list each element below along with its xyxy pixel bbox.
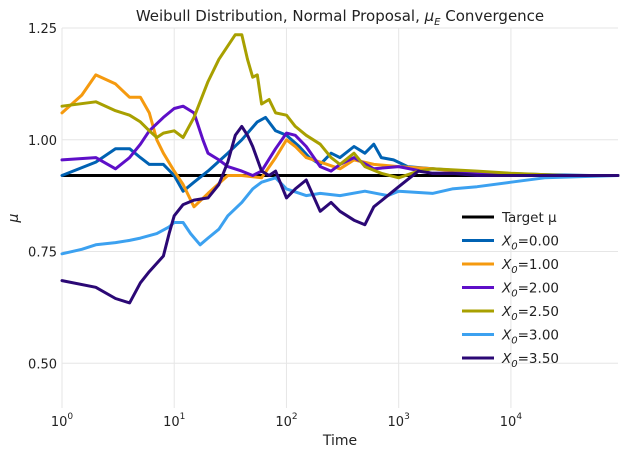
- y-axis-label: μ: [6, 213, 22, 223]
- y-tick-label: 0.75: [28, 246, 57, 261]
- legend-value: =2.00: [518, 281, 559, 297]
- x-tick-base: 10: [275, 415, 292, 430]
- legend-subscript: 0: [511, 265, 517, 276]
- x-axis-ticks: 100 101 102 103 104: [51, 412, 522, 430]
- series-line: [60, 73, 620, 209]
- x-tick-base: 10: [163, 415, 180, 430]
- x-tick-label: 103: [388, 412, 410, 430]
- y-axis-ticks: 0.50 0.75 1.00 1.25: [28, 22, 57, 372]
- legend-label: Target μ: [501, 210, 557, 226]
- series-line: [60, 174, 620, 256]
- chart-title-mu: μ: [424, 7, 435, 25]
- legend-subscript: 0: [511, 289, 517, 300]
- legend-value: =1.00: [518, 257, 559, 273]
- x-tick-label: 100: [51, 412, 74, 430]
- legend-var: X: [501, 304, 512, 320]
- legend-label: X0=2.50: [501, 304, 559, 323]
- x-tick-label: 104: [500, 412, 523, 430]
- grid: [61, 27, 618, 408]
- x-tick-label: 101: [163, 412, 185, 430]
- legend-var: X: [501, 234, 512, 250]
- x-tick-exponent: 3: [404, 412, 410, 422]
- x-tick-exponent: 4: [516, 412, 522, 422]
- legend-label: X0=3.50: [501, 351, 559, 370]
- y-tick-label: 1.00: [28, 134, 57, 149]
- x-tick-exponent: 0: [67, 412, 73, 422]
- legend-label: X0=0.00: [501, 234, 559, 253]
- chart-title-end: Convergence: [440, 7, 544, 25]
- legend-value: =3.50: [518, 351, 559, 367]
- x-tick-exponent: 1: [180, 412, 186, 422]
- legend-var: X: [501, 281, 512, 297]
- legend-var: X: [501, 328, 512, 344]
- legend-subscript: 0: [511, 359, 517, 370]
- x-tick-base: 10: [500, 415, 517, 430]
- legend-value: =0.00: [518, 234, 559, 250]
- y-tick-label: 0.50: [28, 357, 57, 372]
- x-tick-base: 10: [51, 415, 68, 430]
- y-tick-label: 1.25: [28, 22, 57, 37]
- series-group: [60, 33, 620, 305]
- x-axis-label: Time: [322, 433, 357, 449]
- chart-title: Weibull Distribution, Normal Proposal, μ…: [136, 7, 544, 28]
- chart-title-main: Weibull Distribution, Normal Proposal,: [136, 7, 425, 25]
- series-line: [60, 33, 620, 180]
- x-tick-exponent: 2: [292, 412, 298, 422]
- legend-var: X: [501, 351, 512, 367]
- legend-value: =3.00: [518, 328, 559, 344]
- legend-var: X: [501, 257, 512, 273]
- legend-label: X0=3.00: [501, 328, 559, 347]
- legend-label: X0=1.00: [501, 257, 559, 276]
- x-tick-base: 10: [388, 415, 405, 430]
- chart-title-subscript: E: [434, 17, 441, 28]
- x-tick-label: 102: [275, 412, 297, 430]
- legend-label: X0=2.00: [501, 281, 559, 300]
- legend-subscript: 0: [511, 312, 517, 323]
- series-line: [60, 124, 620, 305]
- legend-subscript: 0: [511, 242, 517, 253]
- legend-subscript: 0: [511, 336, 517, 347]
- legend-value: =2.50: [518, 304, 559, 320]
- legend: Target μX0=0.00X0=1.00X0=2.00X0=2.50X0=3…: [462, 210, 559, 370]
